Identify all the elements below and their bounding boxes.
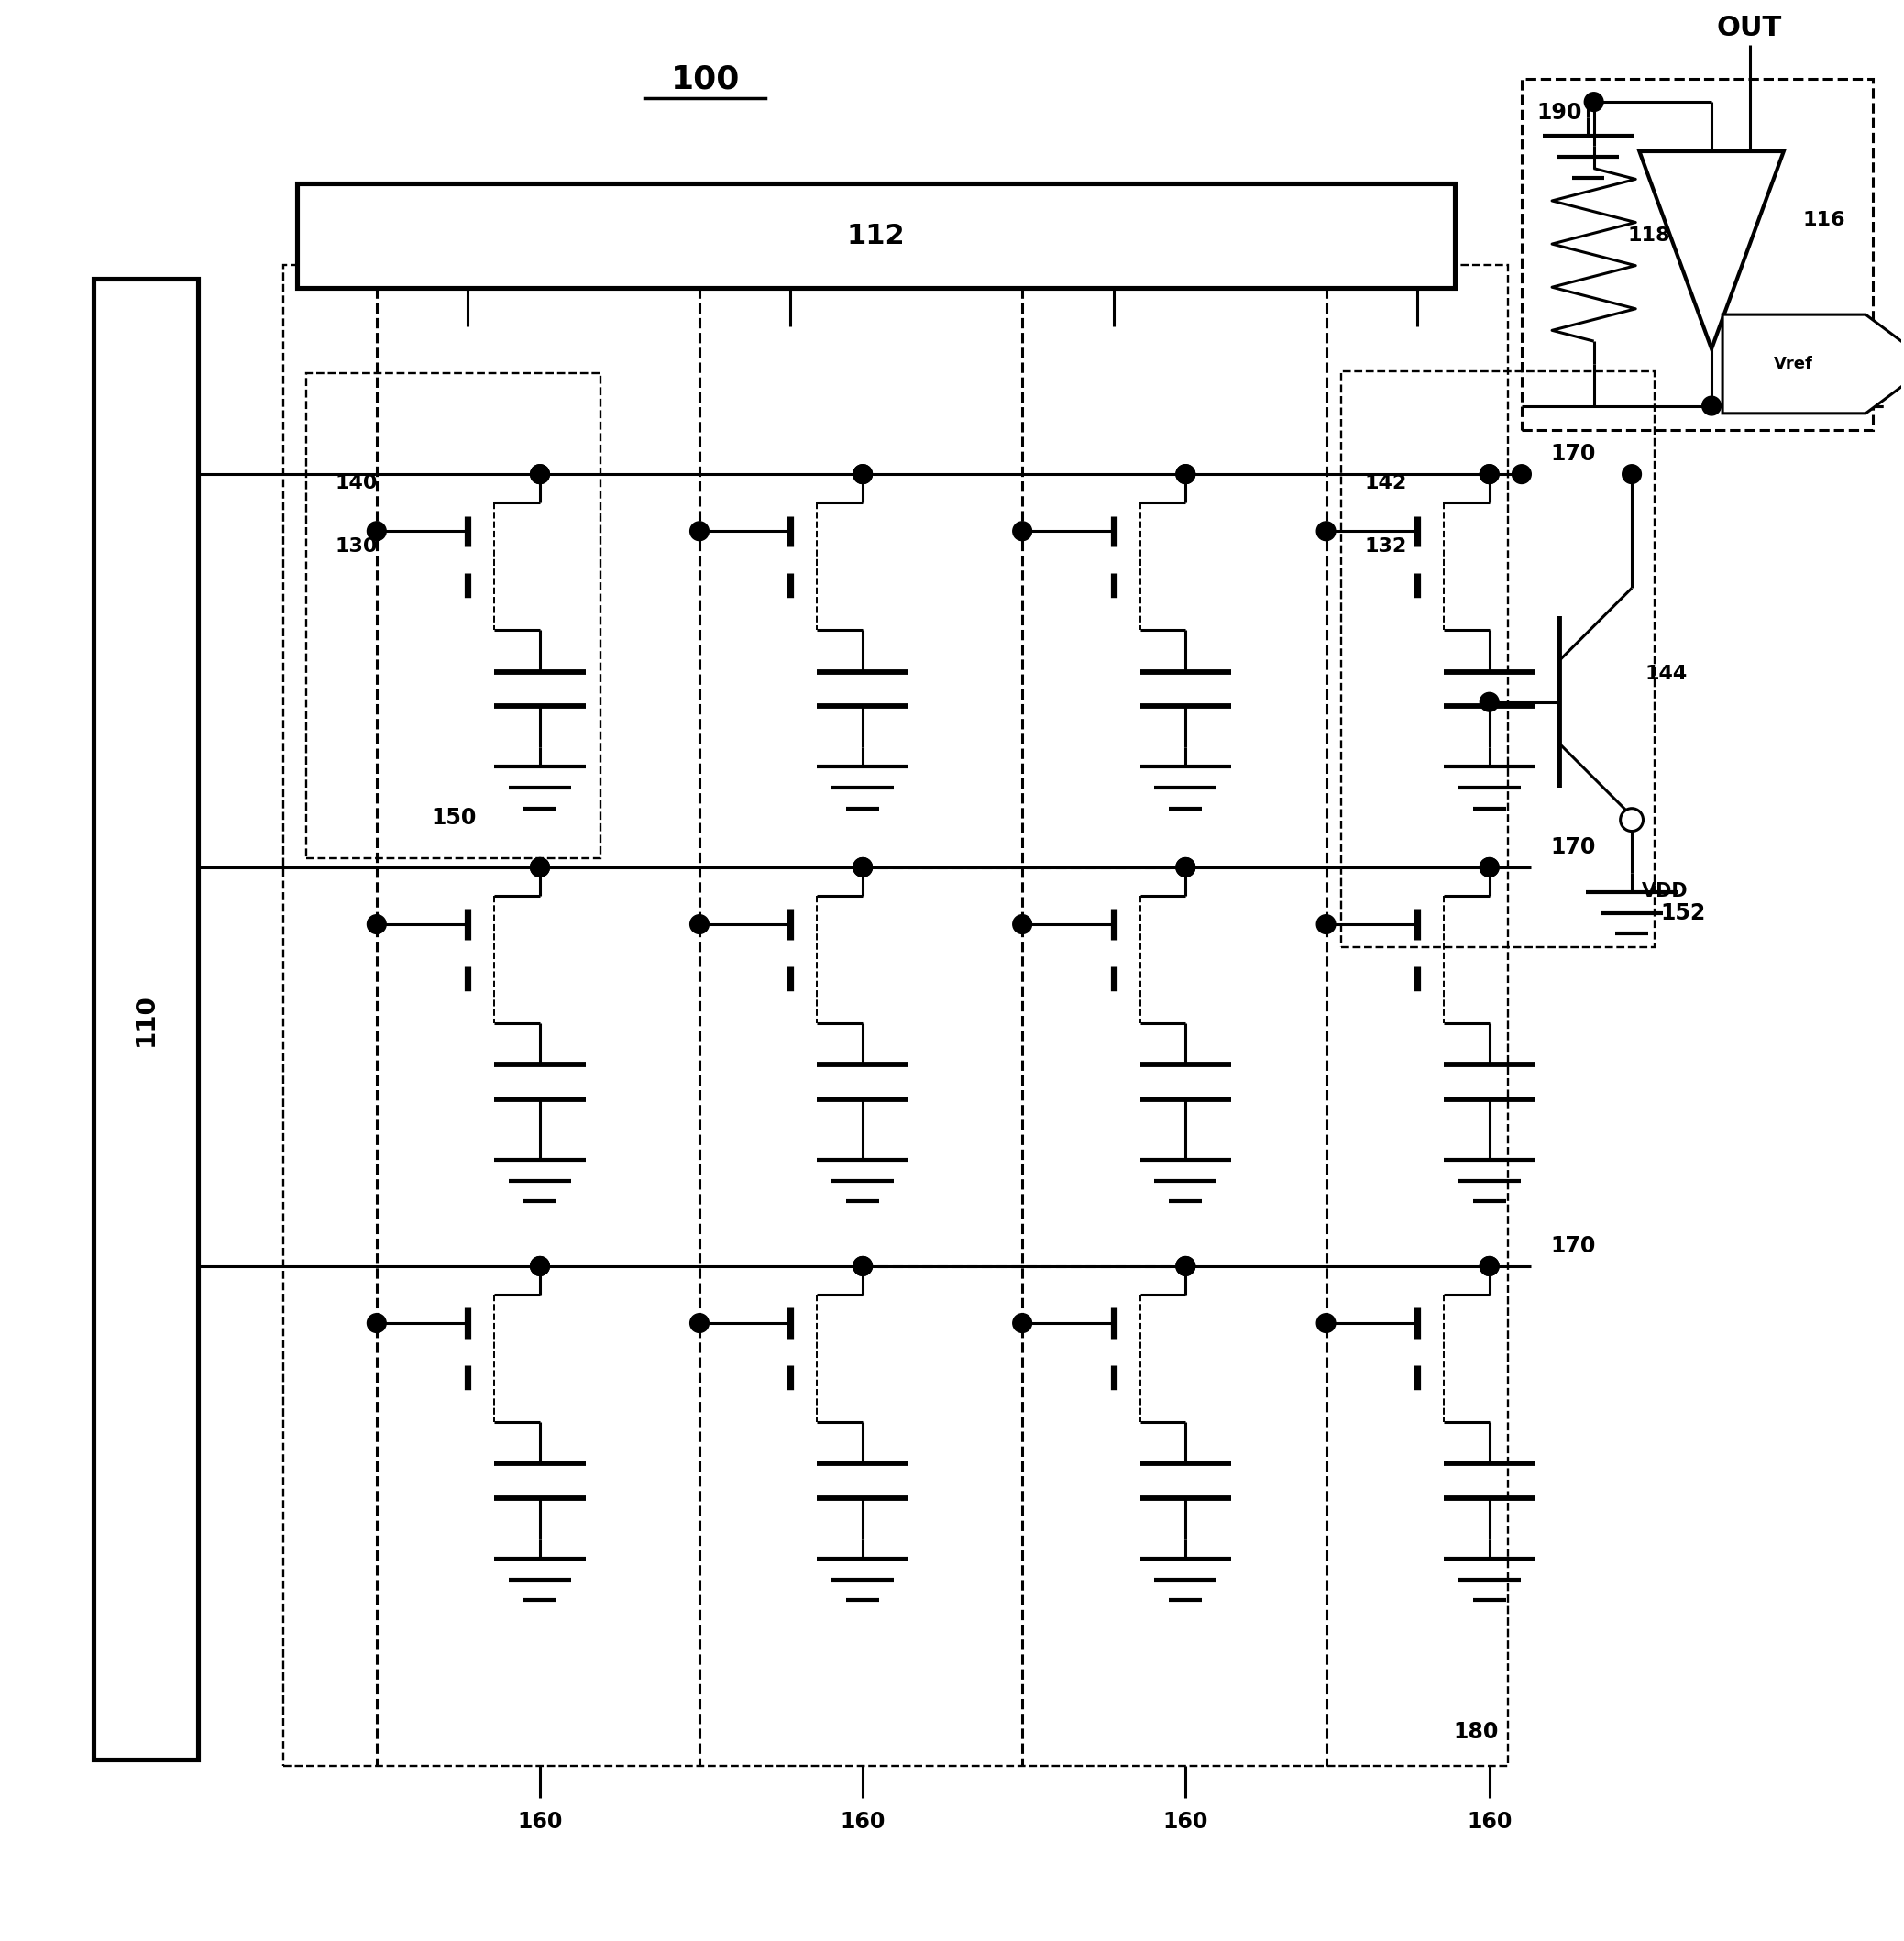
Text: 170: 170	[1550, 1234, 1596, 1256]
Text: 152: 152	[1660, 903, 1706, 924]
Text: 190: 190	[1537, 101, 1582, 124]
Circle shape	[853, 858, 872, 877]
Text: Vref: Vref	[1773, 355, 1813, 373]
Text: 180: 180	[1453, 1722, 1498, 1743]
Circle shape	[1316, 914, 1335, 934]
Bar	[1521, 80, 1874, 431]
Circle shape	[853, 1256, 872, 1275]
Circle shape	[367, 1314, 387, 1333]
Circle shape	[1479, 858, 1498, 877]
Text: 142: 142	[1363, 474, 1407, 493]
Circle shape	[1013, 522, 1032, 542]
Circle shape	[1316, 522, 1335, 542]
Text: VDD: VDD	[1641, 883, 1687, 901]
Circle shape	[531, 858, 550, 877]
Circle shape	[853, 858, 872, 877]
Circle shape	[1013, 1314, 1032, 1333]
Circle shape	[1584, 93, 1603, 111]
Bar	[297, 184, 1455, 287]
Circle shape	[853, 1256, 872, 1275]
Circle shape	[531, 858, 550, 877]
Circle shape	[689, 522, 708, 542]
Circle shape	[1177, 1256, 1196, 1275]
Text: 116: 116	[1803, 212, 1845, 229]
Circle shape	[1479, 1256, 1498, 1275]
Text: 170: 170	[1550, 443, 1596, 464]
Circle shape	[1177, 858, 1196, 877]
Text: 140: 140	[335, 474, 377, 493]
Bar	[1340, 371, 1655, 947]
Text: 130: 130	[335, 538, 377, 555]
Circle shape	[1479, 464, 1498, 483]
Text: 160: 160	[1466, 1811, 1512, 1832]
Text: 100: 100	[670, 64, 739, 95]
Circle shape	[367, 914, 387, 934]
Circle shape	[689, 914, 708, 934]
Text: 160: 160	[840, 1811, 885, 1832]
Polygon shape	[1723, 314, 1904, 413]
Circle shape	[853, 464, 872, 483]
Circle shape	[1620, 807, 1643, 831]
Circle shape	[1316, 1314, 1335, 1333]
Circle shape	[531, 464, 550, 483]
Text: 110: 110	[133, 992, 158, 1046]
Text: 112: 112	[847, 223, 904, 248]
Circle shape	[853, 464, 872, 483]
Bar	[307, 373, 600, 858]
Circle shape	[689, 1314, 708, 1333]
Bar	[284, 266, 1508, 1766]
Circle shape	[1512, 464, 1531, 483]
Circle shape	[1479, 464, 1498, 483]
Circle shape	[367, 522, 387, 542]
Circle shape	[531, 464, 550, 483]
Circle shape	[1702, 396, 1721, 415]
Text: 150: 150	[430, 807, 476, 829]
Circle shape	[1622, 464, 1641, 483]
Circle shape	[1177, 464, 1196, 483]
Circle shape	[1479, 693, 1498, 712]
Text: 160: 160	[1163, 1811, 1209, 1832]
Circle shape	[531, 1256, 550, 1275]
Text: OUT: OUT	[1717, 14, 1782, 41]
Circle shape	[1177, 858, 1196, 877]
Bar	[93, 278, 198, 1760]
Circle shape	[1479, 858, 1498, 877]
Text: 160: 160	[518, 1811, 562, 1832]
Circle shape	[531, 1256, 550, 1275]
Text: 170: 170	[1550, 837, 1596, 858]
Circle shape	[1177, 464, 1196, 483]
Circle shape	[1177, 1256, 1196, 1275]
Text: 144: 144	[1645, 664, 1687, 683]
Circle shape	[1479, 1256, 1498, 1275]
Text: 118: 118	[1628, 227, 1670, 245]
Circle shape	[1013, 914, 1032, 934]
Text: 132: 132	[1363, 538, 1407, 555]
